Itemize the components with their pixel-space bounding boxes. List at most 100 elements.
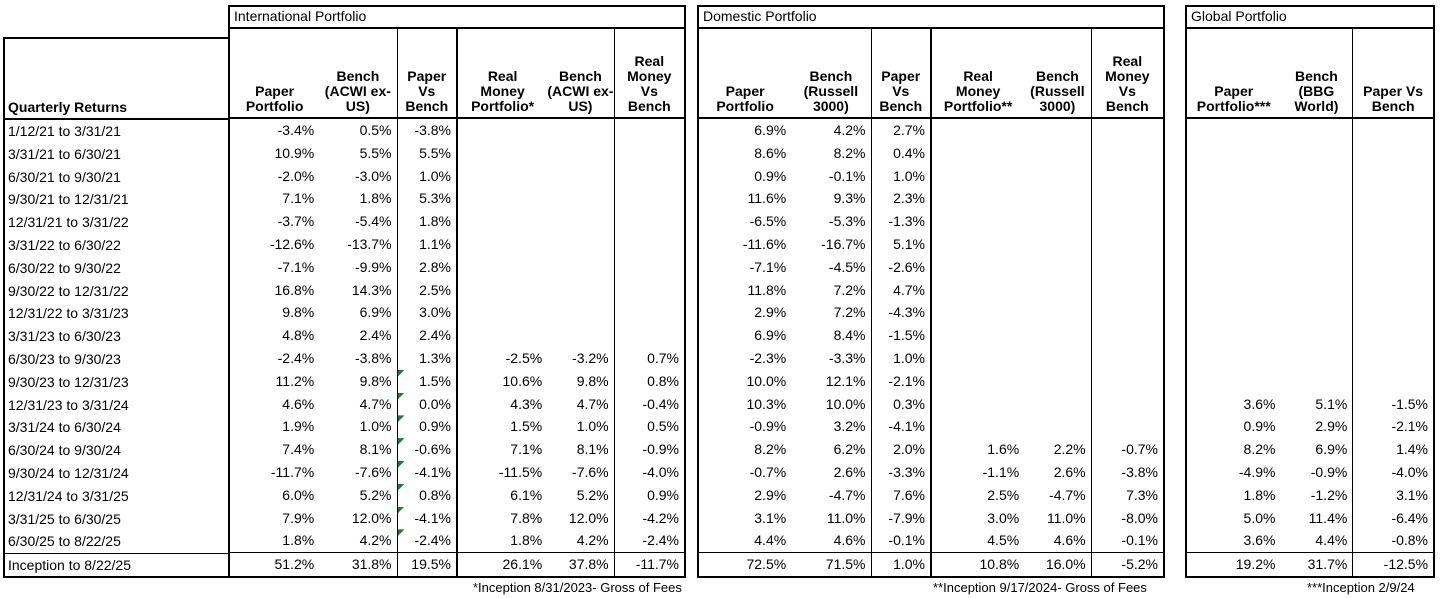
column-header[interactable]: Real Money Vs Bench (613, 29, 684, 117)
cell[interactable] (1280, 256, 1352, 279)
cell[interactable]: 1.9% (282, 418, 315, 435)
cell[interactable] (456, 324, 547, 347)
cell[interactable]: 1.0% (359, 418, 392, 435)
cell[interactable]: 2.9% (754, 304, 787, 321)
cell[interactable]: -3.8% (1090, 460, 1163, 484)
cell[interactable] (1352, 324, 1433, 347)
cell[interactable]: 4.6% (1053, 532, 1086, 549)
row-label[interactable]: 6/30/24 to 9/30/24 (8, 442, 121, 459)
cell[interactable]: -12.6% (269, 235, 315, 252)
cell[interactable]: 5.1% (1315, 395, 1348, 412)
cell[interactable]: -11.7% (270, 463, 315, 480)
row-label[interactable]: 3/31/25 to 6/30/25 (8, 510, 121, 527)
cell[interactable]: -0.1% (870, 529, 931, 553)
cell[interactable] (1090, 164, 1163, 188)
cell[interactable] (1024, 119, 1090, 142)
cell[interactable]: -3.8% (396, 119, 456, 142)
cell[interactable]: 6.9% (359, 304, 392, 321)
cell[interactable] (930, 119, 1024, 142)
cell[interactable]: 1.5% (456, 415, 547, 439)
row-label[interactable]: 6/30/23 to 9/30/23 (8, 350, 121, 367)
cell[interactable]: -0.1% (828, 167, 866, 184)
cell[interactable] (930, 255, 1024, 279)
cell[interactable]: 2.9% (754, 486, 787, 503)
cell[interactable] (456, 278, 547, 302)
cell[interactable]: -0.7% (749, 463, 787, 480)
cell[interactable]: 31.8% (351, 556, 392, 573)
cell[interactable]: 4.7% (576, 395, 609, 412)
cell[interactable] (547, 119, 613, 142)
cell[interactable]: 2.4% (359, 327, 392, 344)
cell[interactable]: 3.0% (396, 301, 456, 325)
cell[interactable] (1187, 210, 1280, 233)
row-label[interactable]: 9/30/21 to 12/31/21 (8, 191, 129, 208)
cell[interactable]: 0.3% (870, 392, 931, 416)
cell[interactable] (547, 256, 613, 279)
cell[interactable] (1280, 210, 1352, 233)
cell[interactable]: 1.4% (1352, 438, 1433, 461)
cell[interactable]: 9.3% (833, 190, 866, 207)
cell[interactable] (1187, 256, 1280, 279)
cell[interactable]: 1.0% (396, 164, 456, 188)
cell[interactable]: 4.2% (359, 532, 392, 549)
cell[interactable]: 3.6% (1243, 532, 1276, 549)
cell[interactable] (1187, 142, 1280, 165)
cell[interactable] (547, 233, 613, 256)
cell[interactable] (1090, 369, 1163, 393)
row-label[interactable]: 3/31/24 to 6/30/24 (8, 419, 121, 436)
cell[interactable]: 7.2% (833, 304, 866, 321)
cell[interactable]: -4.7% (828, 486, 866, 503)
cell[interactable]: 3.6% (1243, 395, 1276, 412)
cell[interactable]: 1.8% (456, 529, 547, 553)
cell[interactable]: -7.9% (870, 506, 931, 530)
cell[interactable]: 2.6% (1053, 463, 1086, 480)
cell[interactable]: -1.3% (870, 210, 931, 233)
cell[interactable] (456, 141, 547, 165)
cell[interactable] (1280, 142, 1352, 165)
cell[interactable] (1280, 301, 1352, 324)
cell[interactable]: 16.0% (1045, 556, 1086, 573)
cell[interactable] (1187, 347, 1280, 370)
cell[interactable]: 2.6% (833, 463, 866, 480)
cell[interactable]: 7.1% (282, 190, 315, 207)
cell[interactable] (547, 210, 613, 233)
cell[interactable]: -11.7% (613, 553, 684, 576)
cell[interactable] (547, 279, 613, 302)
cell[interactable]: 14.3% (351, 281, 392, 298)
cell[interactable] (930, 232, 1024, 256)
column-header[interactable]: Real Money Vs Bench (1090, 29, 1163, 117)
cell[interactable] (1280, 119, 1352, 142)
cell[interactable] (1090, 255, 1163, 279)
cell[interactable]: 0.9% (396, 415, 456, 439)
cell[interactable]: 6.9% (754, 122, 787, 138)
row-label[interactable]: 6/30/21 to 9/30/21 (8, 168, 121, 185)
cell[interactable] (613, 301, 684, 325)
cell[interactable] (1352, 346, 1433, 370)
cell[interactable]: 6.0% (282, 486, 315, 503)
cell[interactable] (456, 210, 547, 233)
column-header[interactable]: Real Money Portfolio** (930, 29, 1024, 117)
column-header[interactable]: Bench (Russell 3000) (791, 29, 870, 117)
cell[interactable]: 6.9% (1315, 441, 1348, 458)
column-header[interactable]: Bench (BBG World) (1280, 29, 1352, 117)
cell[interactable]: 19.5% (396, 553, 456, 576)
cell[interactable]: -11.6% (742, 235, 787, 252)
cell[interactable]: -4.3% (870, 301, 931, 325)
cell[interactable]: -3.3% (828, 349, 866, 366)
cell[interactable]: -3.7% (277, 213, 315, 230)
cell[interactable]: 1.5% (396, 369, 456, 393)
cell[interactable] (1187, 187, 1280, 210)
cell[interactable]: 0.9% (613, 483, 684, 507)
cell[interactable]: -4.0% (1352, 460, 1433, 484)
cell[interactable]: 2.4% (396, 324, 456, 347)
cell[interactable]: 0.8% (613, 369, 684, 393)
cell[interactable] (1090, 324, 1163, 347)
cell[interactable]: -4.1% (870, 415, 931, 439)
cell[interactable] (1187, 370, 1280, 393)
cell[interactable]: 3.1% (1352, 483, 1433, 507)
cell[interactable]: 0.5% (613, 415, 684, 439)
cell[interactable]: -4.1% (396, 460, 456, 484)
cell[interactable] (613, 278, 684, 302)
cell[interactable] (930, 369, 1024, 393)
cell[interactable]: 7.4% (282, 441, 315, 458)
